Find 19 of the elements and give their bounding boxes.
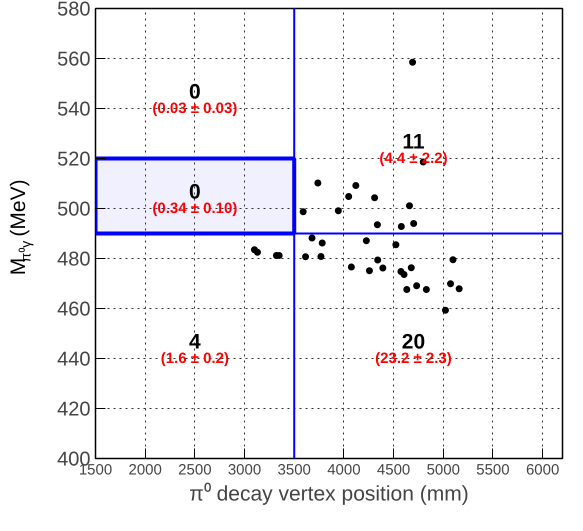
y-tick-label: 480 <box>57 248 91 270</box>
x-tick-label: 4500 <box>376 462 410 478</box>
x-tick-label: 2500 <box>178 462 212 478</box>
x-tick-label: 5000 <box>426 462 460 478</box>
x-axis-title: π⁰ decay vertex position (mm) <box>189 482 469 506</box>
y-tick-label: 540 <box>57 98 91 120</box>
x-tick-label: 3500 <box>278 462 311 478</box>
x-tick-label: 3000 <box>228 462 262 478</box>
y-tick-label: 420 <box>57 398 91 420</box>
y-tick-label: 460 <box>57 298 91 320</box>
y-tick-label: 500 <box>57 198 91 220</box>
y-tick-label: 580 <box>57 0 91 20</box>
y-tick-label: 520 <box>57 148 91 170</box>
x-tick-label: 2000 <box>128 462 162 478</box>
x-tick-label: 5500 <box>476 462 510 478</box>
x-tick-label: 4000 <box>327 462 361 478</box>
y-tick-label: 560 <box>57 48 91 70</box>
y-tick-label: 440 <box>57 348 91 370</box>
x-tick-label: 6000 <box>526 462 560 478</box>
